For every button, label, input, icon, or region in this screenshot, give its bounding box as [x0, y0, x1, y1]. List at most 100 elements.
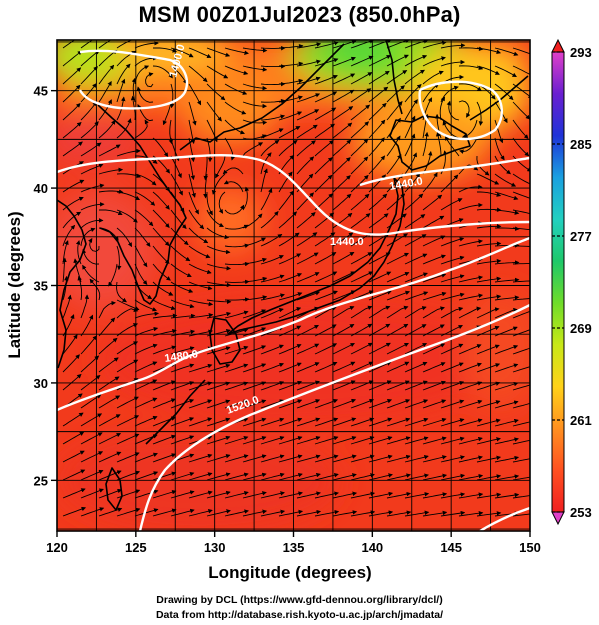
coast-hokkaido [389, 115, 471, 171]
streamline [98, 144, 121, 157]
streamline [458, 344, 482, 355]
streamline [368, 342, 391, 355]
streamline [296, 93, 321, 103]
streamline [350, 121, 370, 139]
streamline [134, 471, 159, 481]
streamline [296, 252, 319, 265]
streamline [206, 227, 230, 240]
streamline [206, 363, 231, 373]
streamline [368, 271, 392, 283]
streamline [98, 451, 122, 463]
streamline [116, 191, 141, 200]
streamline [404, 510, 430, 517]
streamline [458, 83, 482, 92]
streamline [260, 362, 284, 373]
streamline [98, 40, 112, 49]
streamline [314, 91, 338, 103]
streamline [278, 190, 294, 211]
height-contours [57, 49, 530, 531]
streamline [404, 417, 429, 427]
streamline [188, 329, 213, 337]
streamline [98, 357, 119, 373]
streamline [62, 469, 86, 481]
streamline [494, 191, 519, 201]
streamline [350, 156, 369, 175]
streamline [440, 306, 464, 319]
streamline [134, 40, 159, 49]
y-tick-label: 30 [34, 376, 48, 391]
streamline [242, 142, 264, 157]
streamline [422, 380, 446, 391]
streamline [206, 245, 231, 255]
streamline [80, 202, 105, 211]
streamline [242, 491, 267, 499]
streamline [80, 83, 97, 103]
streamline [145, 72, 154, 88]
streamline [476, 418, 501, 427]
streamline [134, 55, 158, 67]
streamline [440, 380, 465, 391]
streamline [440, 292, 465, 301]
streamline [404, 152, 417, 175]
streamline [422, 343, 446, 355]
streamline [314, 399, 338, 409]
streamline [386, 399, 411, 409]
streamline [296, 76, 321, 85]
streamline [476, 173, 500, 185]
streamline [80, 355, 100, 373]
streamline [188, 65, 208, 83]
streamline [260, 139, 280, 157]
streamline [108, 263, 118, 287]
streamline [88, 237, 100, 252]
streamline [386, 491, 412, 499]
streamline [203, 173, 208, 199]
streamline [224, 509, 249, 517]
streamline [170, 281, 194, 293]
streamline [80, 432, 103, 445]
streamline [116, 415, 140, 427]
streamline [242, 237, 266, 247]
streamline [368, 510, 394, 517]
streamline [314, 232, 336, 247]
streamline [314, 212, 335, 229]
streamline [98, 414, 121, 427]
streamline [368, 155, 386, 175]
streamline [404, 40, 429, 49]
streamline [224, 101, 247, 115]
streamline [494, 307, 518, 319]
streamline [62, 141, 83, 157]
streamline [296, 491, 321, 499]
streamline [260, 344, 284, 355]
streamline [170, 313, 196, 319]
streamline [98, 300, 116, 319]
streamline [314, 107, 337, 121]
streamline [296, 156, 315, 175]
coast-korea [97, 104, 187, 305]
streamline [494, 418, 519, 427]
streamline [459, 137, 478, 154]
streamline [314, 306, 337, 319]
streamline [314, 252, 337, 265]
streamline [386, 54, 409, 67]
streamline [440, 59, 466, 67]
streamline [188, 227, 209, 244]
streamline [224, 83, 248, 95]
contour-1400-east [418, 80, 503, 141]
streamline [350, 398, 375, 409]
streamline [332, 473, 357, 481]
streamline [440, 237, 465, 247]
streamline [332, 252, 355, 265]
streamline [242, 101, 268, 109]
streamline [458, 381, 483, 391]
streamline [80, 40, 94, 49]
streamline [368, 417, 393, 427]
streamline [206, 65, 229, 79]
streamline [242, 436, 267, 445]
streamline [224, 490, 249, 499]
x-tick-label: 120 [46, 540, 68, 555]
streamline [404, 193, 424, 211]
streamline [278, 344, 302, 355]
streamline [350, 323, 373, 337]
streamline [332, 342, 355, 355]
streamline [188, 101, 197, 126]
